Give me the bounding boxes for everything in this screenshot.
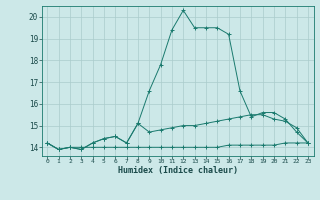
X-axis label: Humidex (Indice chaleur): Humidex (Indice chaleur) <box>118 166 237 175</box>
